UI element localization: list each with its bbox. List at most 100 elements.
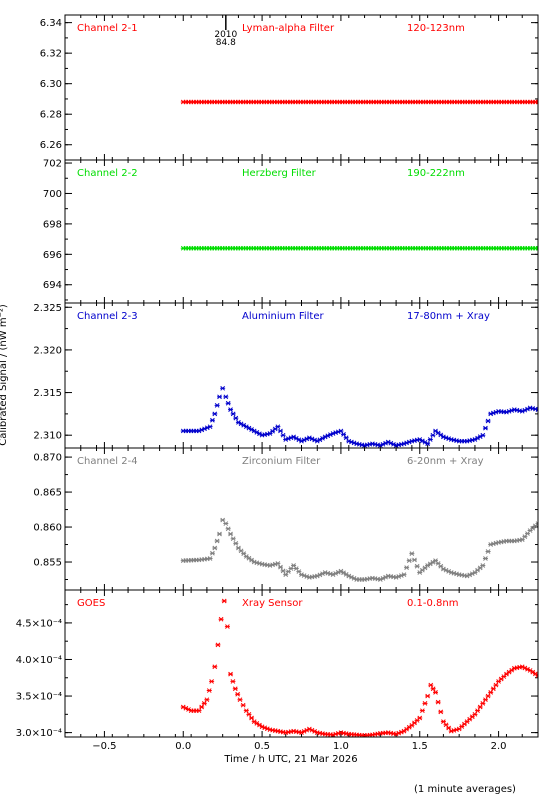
data-point	[246, 711, 252, 717]
data-point	[430, 432, 436, 438]
data-point	[482, 425, 488, 431]
x-tick-label: 1.0	[333, 741, 349, 752]
data-point	[214, 538, 220, 544]
data-point	[228, 531, 234, 537]
x-axis-label: Time / h UTC, 21 Mar 2026	[223, 754, 357, 765]
y-tick-label: 6.34	[40, 18, 62, 29]
data-point	[209, 679, 215, 684]
panel-channel-label: Channel 2-1	[77, 23, 138, 34]
series-3	[180, 385, 538, 448]
data-point	[482, 697, 488, 703]
y-tick-label: 698	[43, 219, 62, 230]
panel-filter-label: Herzberg Filter	[242, 168, 317, 179]
data-point	[230, 411, 236, 417]
data-point	[277, 428, 283, 434]
x-tick-label: −0.5	[92, 741, 116, 752]
data-point	[230, 536, 236, 542]
data-point	[237, 697, 243, 703]
panel-filter-label: Aluminium Filter	[242, 311, 325, 322]
data-point	[215, 642, 221, 648]
panel-channel-label: GOES	[77, 598, 105, 609]
data-point	[217, 531, 223, 537]
data-point	[411, 557, 417, 563]
x-tick-label: 0.5	[254, 741, 270, 752]
panel-channel-label: Channel 2-3	[77, 311, 138, 322]
data-point	[212, 664, 218, 670]
data-point	[235, 691, 241, 697]
data-point	[425, 441, 431, 447]
data-point	[204, 697, 210, 703]
y-tick-label: 6.30	[40, 79, 62, 90]
series-2	[180, 245, 538, 251]
data-point	[230, 679, 236, 684]
marker-value: 84.8	[216, 38, 236, 48]
data-point	[406, 558, 412, 563]
panel-1: 6.26 6.28 6.30 6.32 6.34 Channel 2-1 Lyman-alp…	[40, 14, 539, 161]
data-point	[220, 385, 226, 391]
panel-5: 3.0×10⁻⁴ 3.5×10⁻⁴ 4.0×10⁻⁴ 4.5×10⁻⁴ GOES Xray…	[16, 589, 539, 739]
panel-3: 2.310 2.315 2.320 2.325 Channel 2-3 Aluminium…	[33, 302, 539, 449]
data-point	[475, 708, 481, 714]
data-point	[435, 699, 441, 705]
series-1	[180, 99, 538, 105]
data-point	[535, 99, 538, 105]
data-point	[433, 690, 439, 695]
data-point	[438, 709, 444, 715]
y-axis-label: Calibrated Signal / (nW m⁻²)	[0, 304, 9, 446]
data-point	[480, 563, 486, 568]
panel-band-label: 190-222nm	[407, 168, 465, 179]
y-tick-label: 0.870	[33, 453, 62, 464]
data-point	[535, 407, 538, 412]
data-point	[428, 682, 434, 688]
y-tick-label: 0.865	[33, 488, 62, 499]
data-point	[404, 565, 410, 570]
panels-layer: 6.26 6.28 6.30 6.32 6.34 Channel 2-1 Lyman-alp…	[16, 14, 539, 739]
data-point	[233, 415, 239, 421]
data-point	[485, 693, 491, 699]
data-point	[280, 568, 286, 574]
x-tick-label: 0.0	[175, 741, 191, 752]
data-point	[243, 708, 249, 714]
data-point	[199, 704, 205, 710]
y-tick-label: 6.32	[40, 49, 62, 60]
data-point	[225, 526, 231, 532]
data-point	[277, 564, 283, 570]
data-point	[223, 394, 229, 400]
data-point	[224, 624, 230, 629]
panel-band-label: 6-20nm + Xray	[407, 456, 484, 467]
data-point	[207, 556, 213, 561]
data-point	[280, 432, 286, 438]
y-tick-label: 6.26	[40, 140, 62, 151]
data-point	[249, 557, 255, 563]
data-point	[490, 686, 496, 692]
y-tick-label: 2.310	[33, 431, 62, 442]
panel-channel-label: Channel 2-2	[77, 168, 138, 179]
data-point	[419, 708, 425, 714]
data-point	[485, 549, 491, 554]
y-tick-label: 702	[43, 159, 62, 170]
data-point	[482, 556, 488, 561]
data-point	[214, 402, 220, 408]
marker-year: 2010	[214, 30, 237, 40]
data-point	[338, 428, 344, 434]
data-point	[275, 424, 281, 430]
data-point	[341, 431, 347, 437]
panel-frame	[64, 589, 539, 738]
marker: 2010 84.8	[214, 15, 238, 48]
data-point	[206, 688, 212, 693]
data-point	[201, 701, 207, 706]
data-point	[480, 701, 486, 706]
series-5	[180, 598, 538, 737]
y-tick-label: 0.855	[33, 558, 62, 569]
data-point	[196, 708, 202, 714]
data-point	[246, 555, 252, 561]
data-point	[228, 671, 234, 677]
x-tick-label: 1.5	[412, 741, 428, 752]
panel-channel-label: Channel 2-4	[77, 456, 138, 467]
panel-band-label: 120-123nm	[407, 23, 465, 34]
data-point	[225, 400, 231, 406]
data-point	[212, 411, 218, 417]
data-point	[417, 715, 423, 721]
